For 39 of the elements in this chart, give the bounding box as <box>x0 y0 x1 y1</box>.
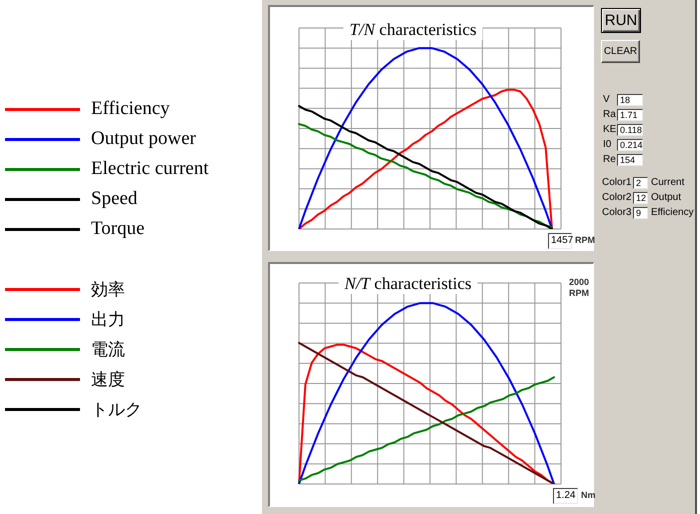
text: KE <box>603 124 616 136</box>
text: Color2 <box>602 192 632 204</box>
text-field: 9 <box>633 207 648 219</box>
text: 2000 <box>569 277 590 287</box>
text-field: 18 <box>617 94 643 106</box>
text: Color3 <box>602 207 632 219</box>
legend-label: Speed <box>91 188 138 210</box>
x-axis-title: Nm <box>581 490 596 500</box>
chart-title: T/N characteristics <box>350 20 476 39</box>
text-field: 2 <box>633 177 648 189</box>
legend-label: 出力 <box>91 308 125 330</box>
text-field: 154 <box>617 154 643 166</box>
text: Ra <box>603 109 616 121</box>
y-axis-title: RPM <box>569 288 589 298</box>
text-field: 0.118 <box>617 124 643 136</box>
legend-label: Efficiency <box>91 98 170 120</box>
text: Output <box>651 192 682 204</box>
legend-label: Torque <box>91 218 145 240</box>
chart-title: N/T characteristics <box>344 274 472 293</box>
legend-label: Output power <box>91 128 196 150</box>
legend-label: 電流 <box>91 338 125 360</box>
text-field: 1.24 <box>553 488 578 504</box>
text-field: 1.71 <box>617 109 643 121</box>
text-field: 12 <box>633 192 648 204</box>
legend-label: Electric current <box>91 158 209 180</box>
legend-label: 速度 <box>91 368 125 390</box>
button: RUN <box>601 8 641 33</box>
text: Color1 <box>602 177 632 189</box>
text: Re <box>603 154 616 166</box>
legend-label: トルク <box>91 398 142 420</box>
text-field: 0.214 <box>617 139 643 151</box>
text: V <box>603 94 610 106</box>
button: CLEAR <box>601 40 640 63</box>
text: Efficiency <box>651 207 694 219</box>
text: I0 <box>603 139 612 151</box>
x-axis-title: RPM <box>575 235 595 245</box>
text-field: 1457 <box>548 233 572 249</box>
legend-label: 効率 <box>91 278 125 300</box>
text: Current <box>651 177 684 189</box>
